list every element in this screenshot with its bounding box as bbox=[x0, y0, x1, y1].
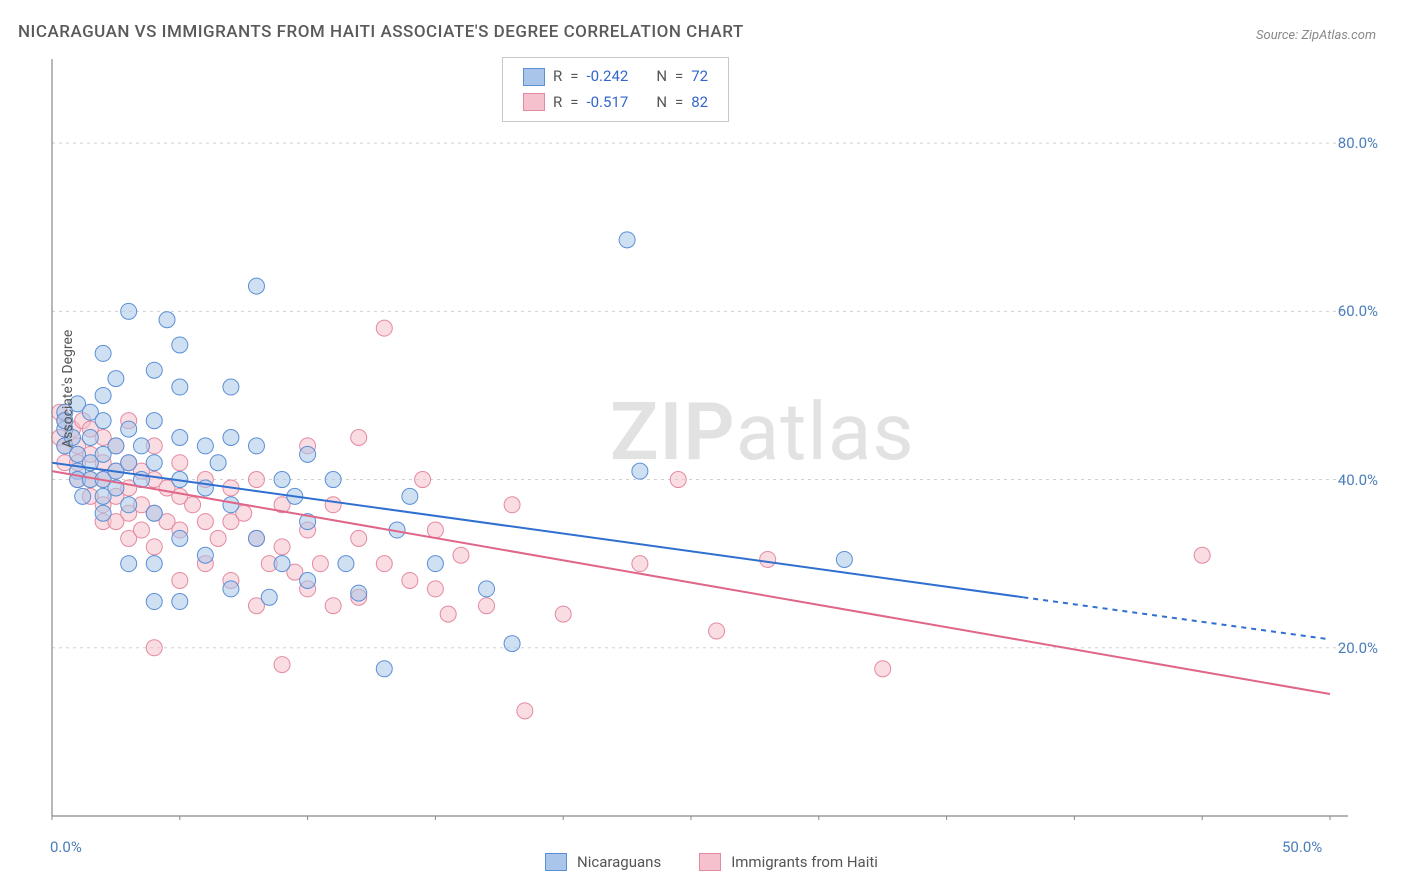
x-tick: 50.0% bbox=[1282, 838, 1322, 856]
source-prefix: Source: bbox=[1256, 28, 1301, 43]
swatch-nicaraguans bbox=[545, 853, 567, 871]
stats-row-1: R = -0.242 N = 72 bbox=[523, 64, 708, 90]
swatch-series-2 bbox=[523, 93, 545, 111]
y-axis-label: Associate's Degree bbox=[60, 329, 76, 447]
eq: = bbox=[570, 64, 578, 90]
y-tick: 20.0% bbox=[1338, 639, 1378, 657]
scatter-svg bbox=[50, 55, 1350, 820]
bottom-legend: Nicaraguans Immigrants from Haiti bbox=[545, 853, 878, 871]
eq: = bbox=[675, 64, 683, 90]
plot-area: Associate's Degree ZIPatlas R = -0.242 N… bbox=[50, 55, 1380, 840]
swatch-series-1 bbox=[523, 68, 545, 86]
x-tick: 0.0% bbox=[50, 838, 82, 856]
r-value-2: -0.517 bbox=[586, 90, 628, 116]
eq: = bbox=[675, 90, 683, 116]
stats-legend: R = -0.242 N = 72 R = -0.517 N = 82 bbox=[502, 57, 729, 122]
eq: = bbox=[570, 90, 578, 116]
swatch-haiti bbox=[699, 853, 721, 871]
legend-label-1: Nicaraguans bbox=[577, 853, 661, 871]
source-credit: Source: ZipAtlas.com bbox=[1256, 28, 1376, 43]
n-label: N bbox=[656, 64, 667, 90]
source-name: ZipAtlas.com bbox=[1301, 28, 1376, 43]
chart-container: NICARAGUAN VS IMMIGRANTS FROM HAITI ASSO… bbox=[0, 0, 1406, 892]
y-tick: 60.0% bbox=[1338, 302, 1378, 320]
y-tick: 40.0% bbox=[1338, 471, 1378, 489]
n-value-2: 82 bbox=[691, 90, 708, 116]
r-label: R bbox=[553, 64, 562, 90]
r-label: R bbox=[553, 90, 562, 116]
n-label: N bbox=[656, 90, 667, 116]
legend-label-2: Immigrants from Haiti bbox=[731, 853, 878, 871]
y-tick: 80.0% bbox=[1338, 134, 1378, 152]
stats-row-2: R = -0.517 N = 82 bbox=[523, 90, 708, 116]
r-value-1: -0.242 bbox=[586, 64, 628, 90]
chart-title: NICARAGUAN VS IMMIGRANTS FROM HAITI ASSO… bbox=[18, 22, 744, 42]
n-value-1: 72 bbox=[691, 64, 708, 90]
